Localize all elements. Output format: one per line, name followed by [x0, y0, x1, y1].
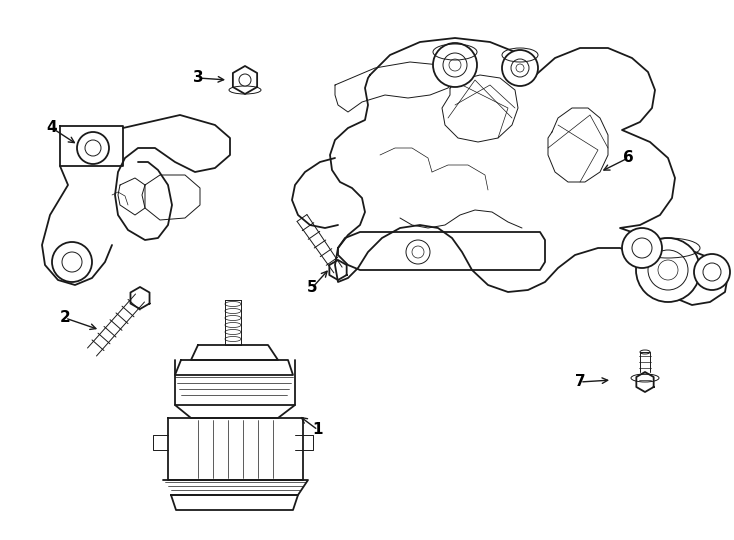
Polygon shape: [330, 38, 728, 305]
Circle shape: [694, 254, 730, 290]
Circle shape: [239, 74, 251, 86]
Text: 2: 2: [59, 310, 70, 326]
Circle shape: [443, 53, 467, 77]
Polygon shape: [171, 495, 298, 510]
Polygon shape: [233, 66, 257, 94]
Circle shape: [502, 50, 538, 86]
Circle shape: [77, 132, 109, 164]
Polygon shape: [636, 372, 654, 392]
Text: 5: 5: [307, 280, 317, 295]
Polygon shape: [175, 360, 293, 375]
Polygon shape: [60, 126, 123, 166]
Text: 1: 1: [313, 422, 323, 437]
Circle shape: [636, 238, 700, 302]
Polygon shape: [168, 418, 303, 480]
Circle shape: [511, 59, 529, 77]
Circle shape: [52, 242, 92, 282]
Circle shape: [406, 240, 430, 264]
Text: 6: 6: [622, 151, 633, 165]
Text: 3: 3: [193, 71, 203, 85]
Circle shape: [622, 228, 662, 268]
Polygon shape: [338, 232, 545, 270]
Circle shape: [648, 250, 688, 290]
Text: 4: 4: [47, 120, 57, 136]
Polygon shape: [335, 62, 455, 112]
Polygon shape: [191, 345, 278, 360]
Polygon shape: [330, 260, 346, 280]
Text: 7: 7: [575, 375, 585, 389]
Polygon shape: [131, 287, 150, 309]
Circle shape: [433, 43, 477, 87]
